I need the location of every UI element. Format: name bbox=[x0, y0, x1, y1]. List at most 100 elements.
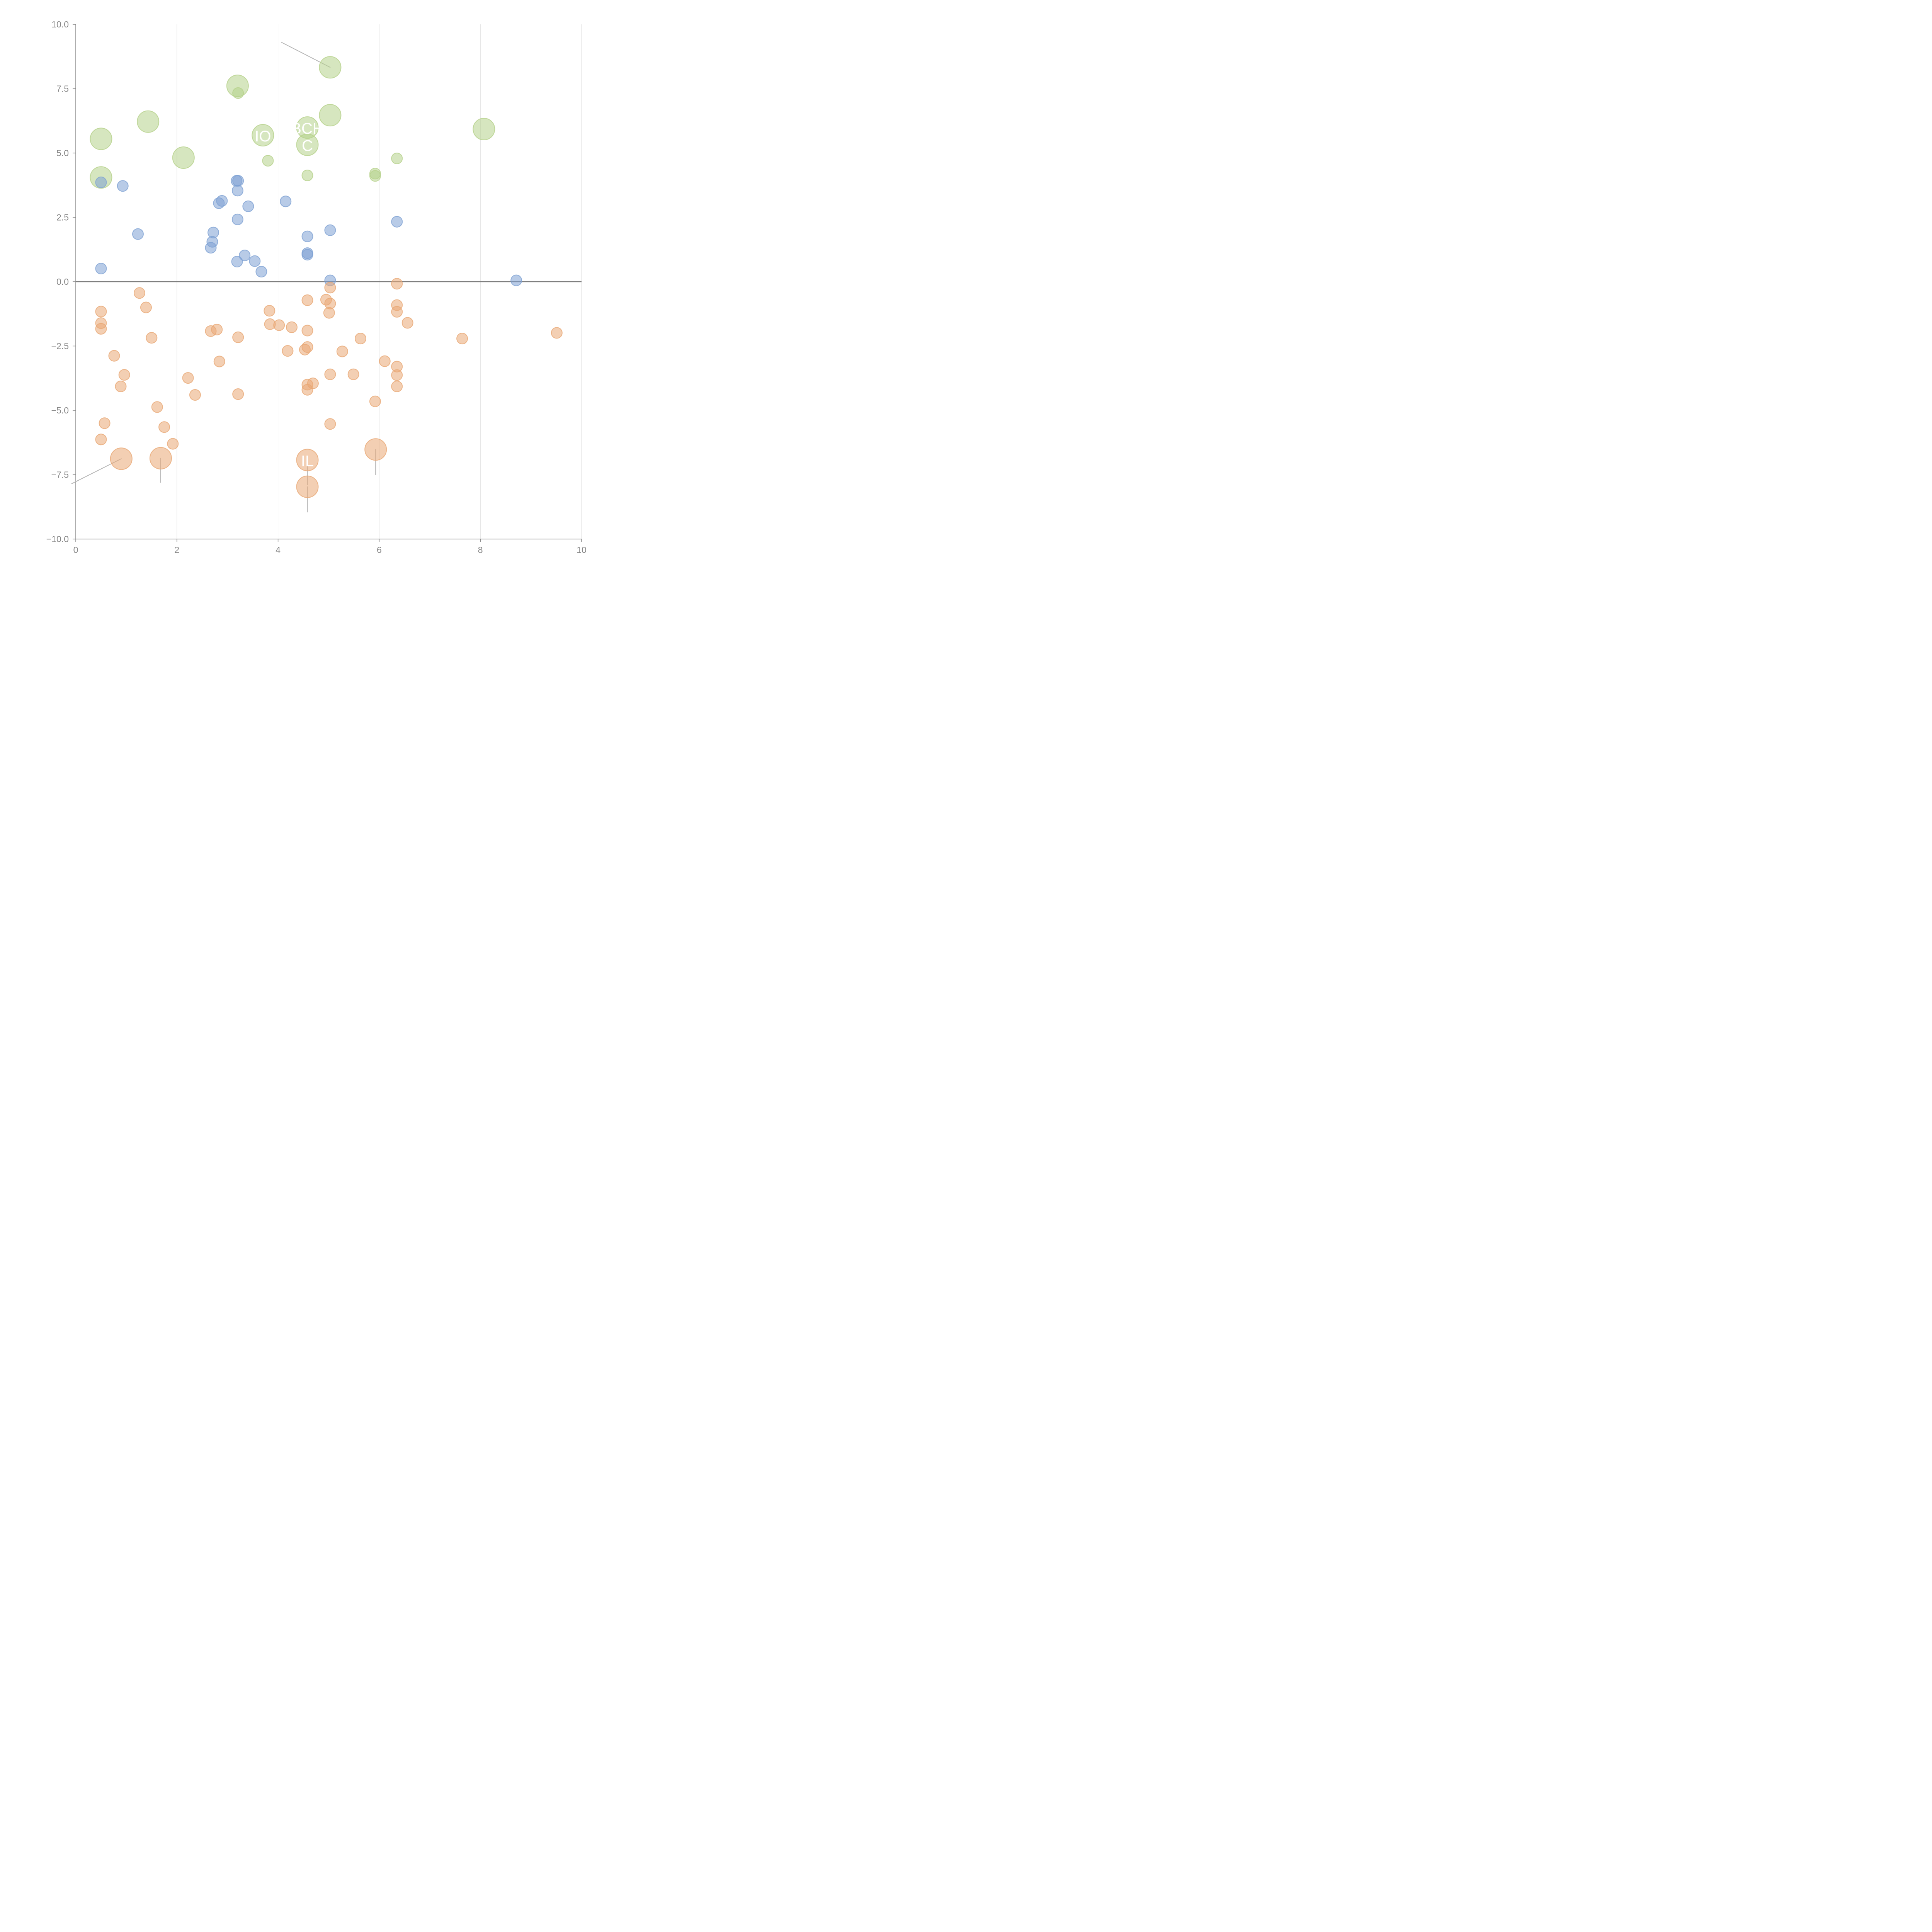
orange-point bbox=[118, 369, 130, 381]
green-point bbox=[296, 133, 319, 156]
orange-point bbox=[391, 381, 403, 393]
orange-point bbox=[95, 306, 107, 318]
blue-point bbox=[391, 216, 403, 228]
orange-point bbox=[232, 388, 244, 400]
y-tick-label: 5.0 bbox=[56, 148, 69, 158]
orange-point bbox=[189, 389, 201, 401]
orange-point bbox=[108, 350, 120, 362]
x-tick-label: 4 bbox=[276, 545, 281, 555]
green-point bbox=[319, 104, 342, 127]
data-points bbox=[90, 56, 563, 498]
orange-point bbox=[299, 344, 311, 355]
orange-point bbox=[149, 447, 172, 469]
axes: 10.0 7.5 5.0 2.5 0.0 −2.5 −5.0 −7.5 −10.0 0 2 4 6 8 10 bbox=[46, 19, 587, 555]
orange-point bbox=[95, 323, 107, 335]
orange-point bbox=[336, 345, 348, 357]
blue-point bbox=[239, 250, 251, 262]
orange-point bbox=[282, 345, 294, 357]
blue-point bbox=[231, 185, 243, 197]
orange-point bbox=[364, 438, 387, 461]
orange-point bbox=[115, 381, 127, 393]
orange-point bbox=[551, 327, 563, 339]
orange-point bbox=[369, 395, 381, 407]
green-point bbox=[90, 128, 112, 150]
point-label: IL bbox=[301, 453, 314, 470]
orange-point bbox=[296, 475, 319, 498]
orange-point bbox=[140, 301, 152, 313]
y-tick-label: 7.5 bbox=[56, 84, 69, 94]
orange-point bbox=[167, 438, 179, 450]
x-tick-label: 10 bbox=[577, 545, 587, 555]
orange-point bbox=[273, 319, 285, 331]
blue-point bbox=[95, 263, 107, 275]
green-point bbox=[369, 170, 381, 182]
orange-point bbox=[211, 323, 223, 335]
y-tick-label: 10.0 bbox=[51, 19, 69, 29]
green-point bbox=[319, 56, 342, 79]
orange-point bbox=[264, 305, 276, 317]
orange-point bbox=[324, 282, 336, 294]
y-tick-label: −7.5 bbox=[51, 470, 69, 480]
green-point bbox=[301, 169, 313, 181]
point-label: IO bbox=[255, 128, 271, 145]
blue-point bbox=[255, 266, 267, 278]
y-tick-label: −5.0 bbox=[51, 405, 69, 415]
blue-point bbox=[301, 249, 313, 261]
x-tick-label: 2 bbox=[174, 545, 179, 555]
orange-point bbox=[324, 418, 336, 430]
x-tick-label: 0 bbox=[73, 545, 78, 555]
blue-point bbox=[231, 213, 243, 225]
green-point bbox=[252, 124, 274, 147]
x-tick-label: 6 bbox=[377, 545, 382, 555]
orange-point bbox=[301, 294, 313, 306]
blue-point bbox=[216, 195, 228, 207]
green-point bbox=[262, 155, 274, 167]
point-label: BCH bbox=[291, 120, 323, 137]
orange-point bbox=[146, 332, 158, 344]
blue-point bbox=[280, 196, 292, 207]
blue-point bbox=[242, 200, 254, 212]
orange-point bbox=[99, 417, 111, 429]
orange-point bbox=[110, 447, 133, 470]
y-tick-label: 2.5 bbox=[56, 213, 69, 223]
orange-point bbox=[391, 369, 403, 381]
orange-point bbox=[347, 368, 359, 380]
blue-point bbox=[301, 230, 313, 242]
x-tick-label: 8 bbox=[478, 545, 483, 555]
orange-point bbox=[296, 449, 319, 471]
green-point bbox=[232, 87, 244, 99]
orange-point bbox=[301, 325, 313, 337]
blue-point bbox=[132, 228, 144, 240]
label-leader-lines bbox=[71, 42, 491, 513]
orange-point bbox=[286, 321, 298, 333]
green-point bbox=[137, 110, 160, 133]
orange-point bbox=[456, 333, 468, 345]
orange-point bbox=[232, 331, 244, 343]
orange-point bbox=[354, 333, 366, 345]
scatter-chart: 10.07.55.02.50.0−2.5−5.0−7.5−10.00 2 4 6 8 10… bbox=[46, 19, 587, 555]
orange-point bbox=[158, 421, 170, 433]
orange-point bbox=[213, 355, 225, 367]
blue-point bbox=[510, 274, 522, 286]
orange-point bbox=[379, 355, 391, 367]
orange-point bbox=[151, 401, 163, 413]
blue-point bbox=[324, 224, 336, 236]
blue-point bbox=[117, 180, 129, 192]
blue-point bbox=[249, 255, 261, 267]
green-point bbox=[473, 118, 495, 141]
orange-point bbox=[95, 434, 107, 446]
y-tick-label: 0.0 bbox=[56, 277, 69, 287]
orange-point bbox=[401, 317, 413, 329]
blue-point bbox=[232, 175, 244, 187]
blue-point bbox=[95, 176, 107, 188]
orange-point bbox=[324, 368, 336, 380]
green-point bbox=[172, 146, 195, 169]
blue-point bbox=[205, 242, 217, 254]
y-tick-label: −2.5 bbox=[51, 341, 69, 351]
orange-point bbox=[133, 287, 145, 299]
orange-point bbox=[391, 278, 403, 290]
orange-point bbox=[301, 384, 313, 396]
blue-point bbox=[231, 256, 243, 268]
y-tick-label: −10.0 bbox=[46, 534, 69, 544]
